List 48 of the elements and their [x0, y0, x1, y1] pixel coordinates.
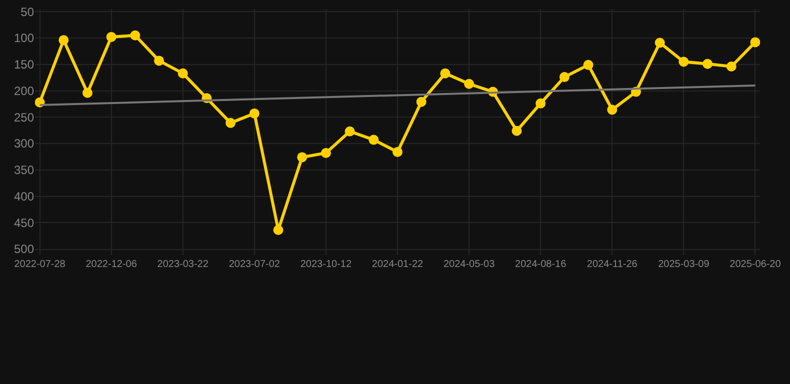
point — [249, 108, 260, 118]
point — [368, 134, 379, 145]
x-tick-label: 2025-06-20 — [730, 259, 782, 270]
point — [154, 56, 164, 66]
point — [416, 96, 426, 107]
x-tick-label: 2024-01-22 — [372, 259, 424, 270]
y-tick-label: 300 — [14, 136, 34, 151]
x-tick-label: 2023-03-22 — [157, 259, 209, 270]
y-tick-label: 150 — [14, 58, 34, 72]
x-tick-label: 2024-05-03 — [443, 259, 496, 270]
y-tick-label: 50 — [20, 4, 34, 19]
point — [273, 225, 284, 236]
y-tick-label: 450 — [14, 216, 34, 230]
point — [607, 104, 618, 115]
y-tick-label: 250 — [14, 110, 34, 124]
point — [320, 148, 331, 158]
point — [226, 118, 236, 128]
x-tick-label: 2022-12-06 — [86, 259, 138, 270]
x-tick-label: 2022-07-28 — [14, 259, 66, 270]
point — [559, 72, 570, 82]
point — [178, 68, 188, 78]
point — [678, 56, 689, 67]
point — [464, 78, 474, 89]
point — [392, 146, 402, 157]
point — [726, 61, 736, 72]
x-tick-label: 2023-10-12 — [300, 259, 352, 270]
point — [297, 152, 308, 162]
point — [583, 60, 594, 70]
point — [750, 37, 760, 48]
y-tick-label: 350 — [14, 163, 34, 178]
point — [654, 38, 665, 48]
point — [512, 126, 522, 136]
y-tick-label: 400 — [14, 189, 34, 204]
point — [82, 88, 92, 98]
y-tick-label: 200 — [14, 84, 34, 98]
y-tick-label: 500 — [14, 242, 34, 256]
x-tick-label: 2023-07-02 — [228, 259, 280, 270]
point — [58, 35, 69, 46]
point — [536, 98, 546, 108]
point — [106, 32, 116, 42]
point — [440, 68, 450, 78]
point — [344, 126, 355, 136]
x-tick-label: 2024-08-16 — [515, 259, 567, 270]
x-tick-label: 2025-03-09 — [658, 259, 710, 270]
y-tick-label: 100 — [14, 31, 34, 46]
point — [702, 58, 713, 69]
point — [130, 30, 140, 40]
x-tick-label: 2024-11-26 — [586, 259, 638, 270]
